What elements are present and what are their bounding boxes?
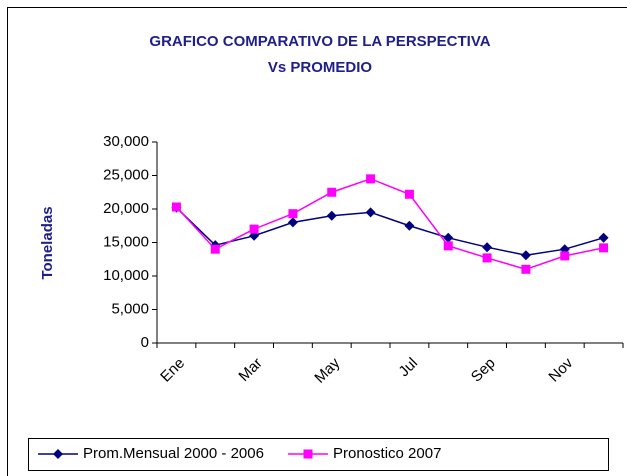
y-tick-label: 15,000 xyxy=(103,233,149,250)
legend-label: Prom.Mensual 2000 - 2006 xyxy=(83,445,264,462)
marker xyxy=(482,253,492,263)
legend-marker xyxy=(303,449,313,459)
marker xyxy=(249,224,259,234)
marker xyxy=(520,250,531,261)
marker xyxy=(443,232,454,243)
marker xyxy=(443,241,453,251)
chart-border xyxy=(7,7,627,476)
marker xyxy=(560,251,570,261)
chart-title: GRAFICO COMPARATIVO DE LA PERSPECTIVA xyxy=(149,33,490,50)
marker xyxy=(287,217,298,228)
marker xyxy=(482,242,493,253)
y-tick-label: 25,000 xyxy=(103,166,149,183)
marker xyxy=(365,207,376,218)
marker xyxy=(598,232,609,243)
y-axis-label: Toneladas xyxy=(39,206,56,279)
marker xyxy=(210,244,220,254)
marker xyxy=(599,243,609,253)
series-line xyxy=(175,178,604,271)
marker xyxy=(404,220,415,231)
marker xyxy=(404,189,414,199)
marker xyxy=(326,210,337,221)
y-tick-label: 30,000 xyxy=(103,133,149,150)
marker xyxy=(171,202,181,212)
marker xyxy=(521,264,531,274)
marker xyxy=(327,187,337,197)
y-tick-label: 10,000 xyxy=(103,267,149,284)
chart-title: Vs PROMEDIO xyxy=(268,59,373,76)
series-line xyxy=(175,207,604,256)
y-tick-label: 20,000 xyxy=(103,200,149,217)
y-tick-label: 0 xyxy=(141,334,149,351)
y-tick-label: 5,000 xyxy=(111,300,149,317)
legend-marker xyxy=(53,449,63,459)
marker xyxy=(366,174,376,184)
marker xyxy=(288,209,298,219)
legend-label: Pronostico 2007 xyxy=(333,445,441,462)
